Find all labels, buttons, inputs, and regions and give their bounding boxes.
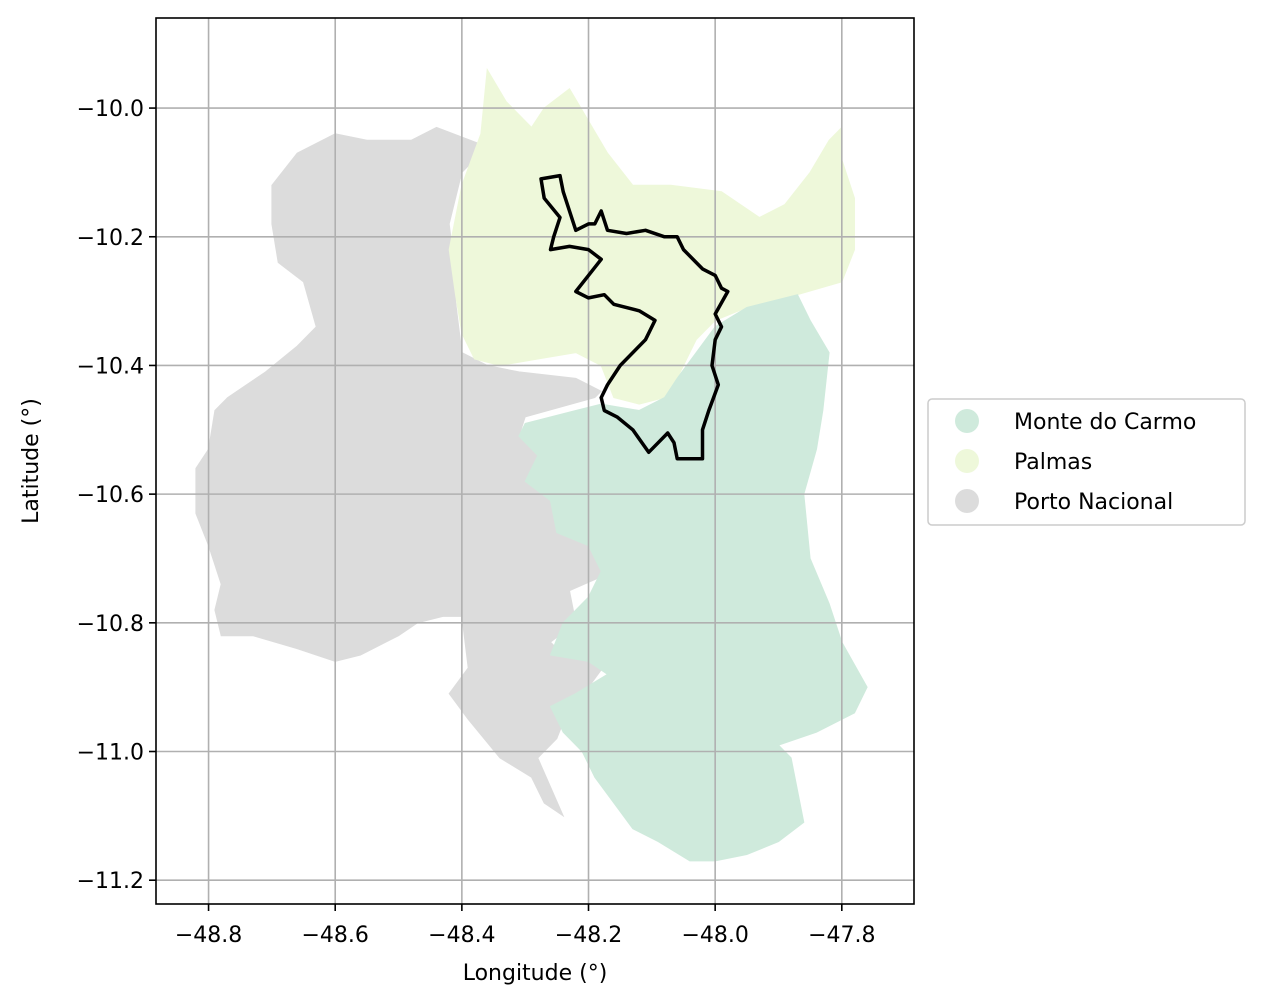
x-tick-label: −48.2 bbox=[555, 923, 622, 948]
y-axis-label: Latitude (°) bbox=[19, 398, 44, 524]
legend-label: Monte do Carmo bbox=[1014, 410, 1196, 435]
y-tick-label: −10.6 bbox=[77, 483, 144, 508]
legend-box bbox=[927, 398, 1246, 526]
legend-label: Palmas bbox=[1014, 450, 1092, 475]
legend-marker bbox=[955, 449, 979, 473]
y-tick-label: −10.2 bbox=[77, 226, 144, 251]
legend-item: Palmas bbox=[955, 449, 1092, 475]
outline-layer bbox=[539, 173, 730, 461]
legend-items: Monte do Carmo Palmas Porto Nacional bbox=[955, 409, 1196, 515]
highlighted-boundary-outline bbox=[539, 173, 730, 461]
x-axis-ticks: −48.8 −48.6 −48.4 −48.2 −48.0 −47.8 bbox=[175, 904, 876, 948]
plot-frame bbox=[155, 17, 915, 905]
x-tick-label: −48.6 bbox=[301, 923, 368, 948]
legend: Monte do Carmo Palmas Porto Nacional bbox=[927, 398, 1246, 526]
legend-marker bbox=[955, 409, 979, 433]
x-axis-label: Longitude (°) bbox=[463, 961, 608, 986]
legend-item: Porto Nacional bbox=[955, 489, 1173, 515]
region-porto-nacional bbox=[195, 126, 628, 818]
y-tick-label: −10.0 bbox=[77, 97, 144, 122]
x-tick-label: −48.0 bbox=[681, 923, 748, 948]
legend-marker bbox=[955, 489, 979, 513]
x-tick-label: −47.8 bbox=[808, 923, 875, 948]
y-tick-label: −10.8 bbox=[77, 612, 144, 637]
x-tick-label: −48.4 bbox=[428, 923, 495, 948]
y-axis-ticks: −10.0 −10.2 −10.4 −10.6 −10.8 −11.0 −11.2 bbox=[77, 97, 156, 894]
y-tick-label: −11.0 bbox=[77, 741, 144, 766]
x-tick-label: −48.8 bbox=[175, 923, 242, 948]
grid-layer bbox=[156, 18, 914, 904]
y-tick-label: −10.4 bbox=[77, 354, 144, 379]
legend-item: Monte do Carmo bbox=[955, 409, 1196, 435]
legend-label: Porto Nacional bbox=[1014, 490, 1173, 515]
y-tick-label: −11.2 bbox=[77, 869, 144, 894]
